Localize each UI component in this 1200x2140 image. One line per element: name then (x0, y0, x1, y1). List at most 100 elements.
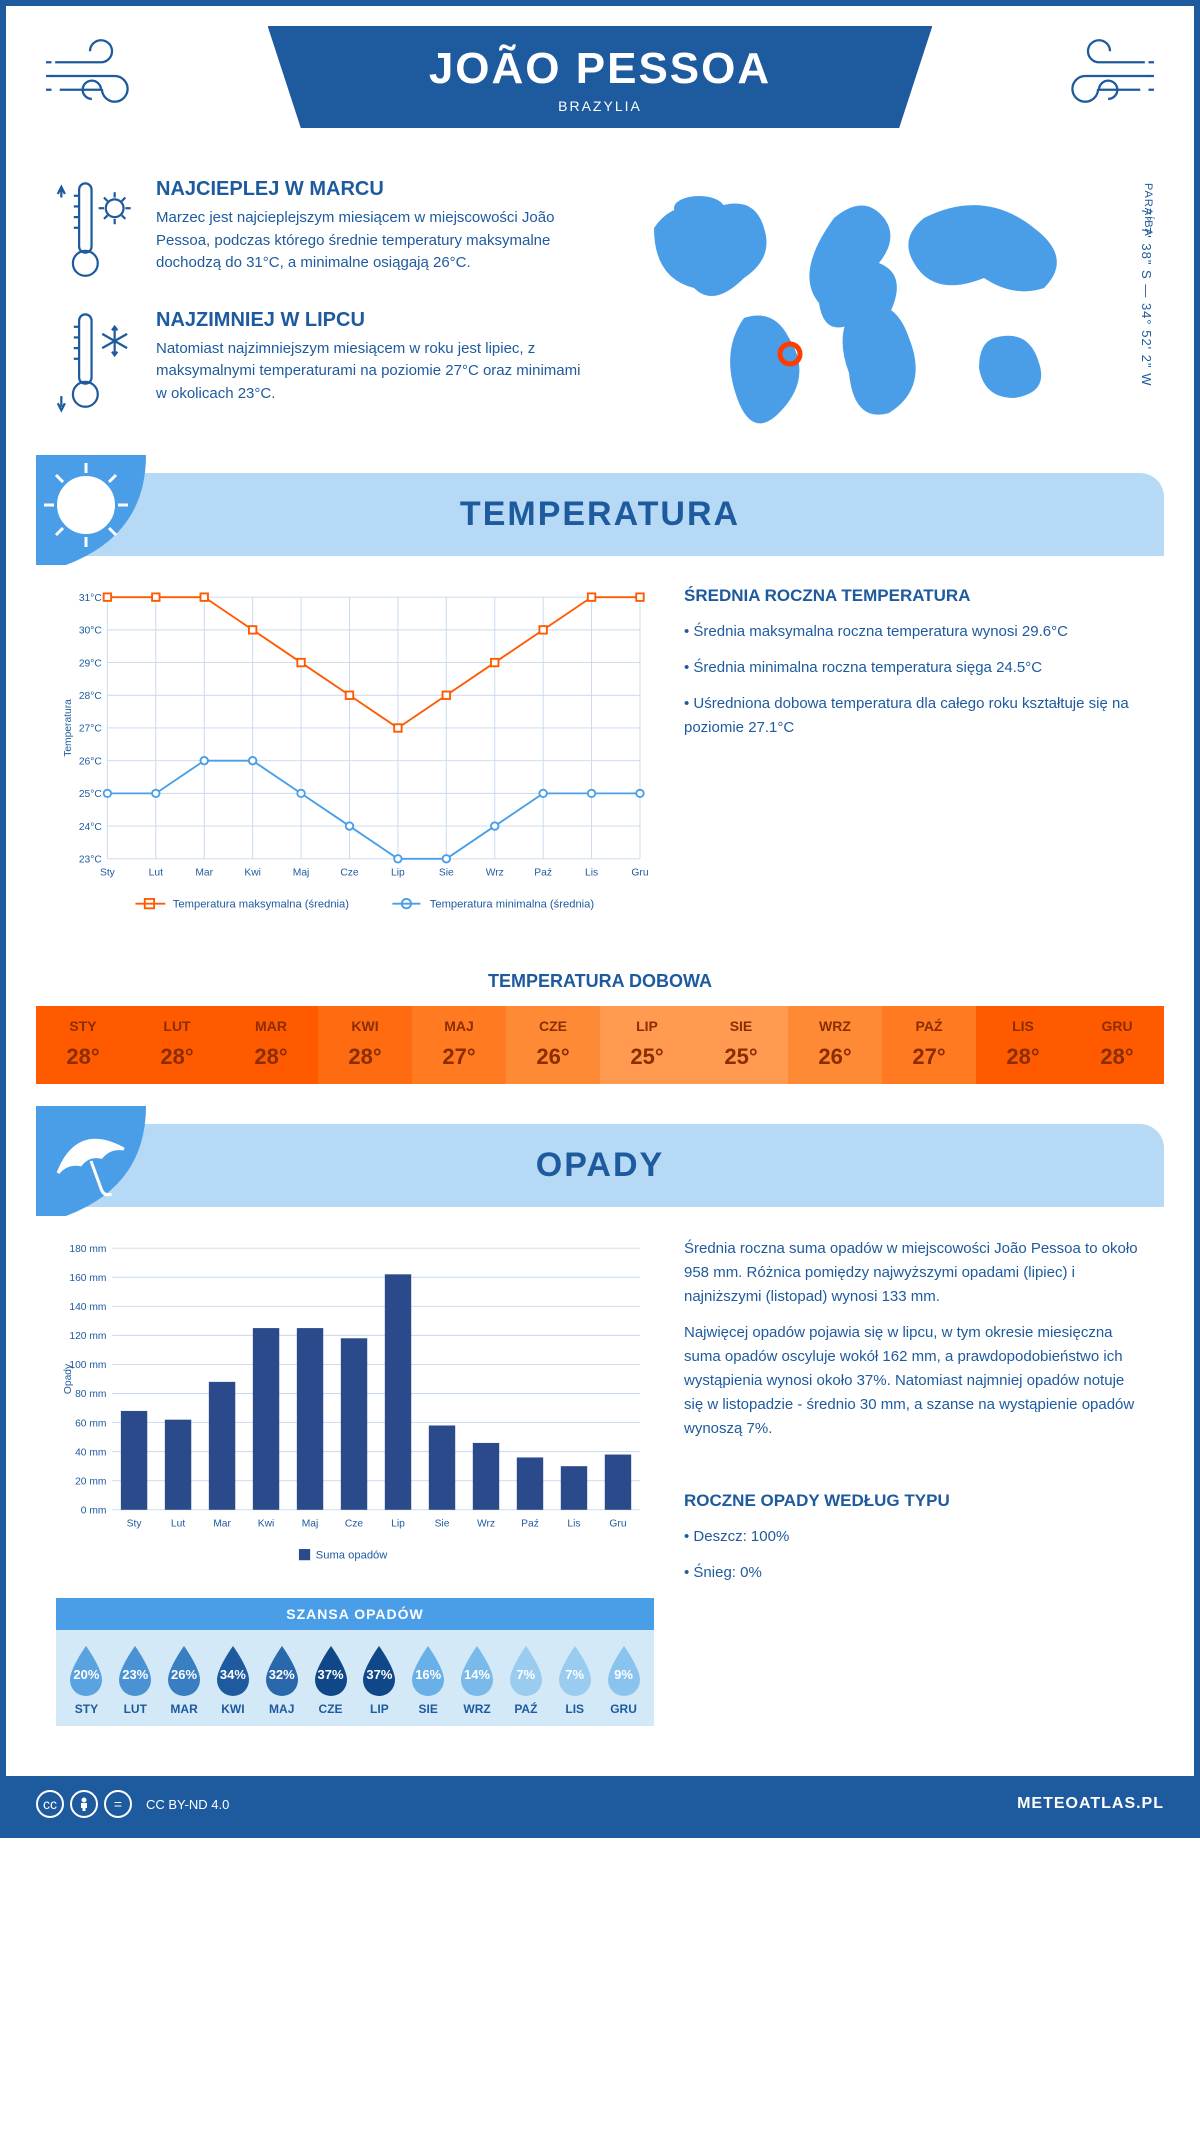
svg-text:Sie: Sie (435, 1519, 450, 1530)
hottest-text: NAJCIEPLEJ W MARCU Marzec jest najcieple… (156, 178, 584, 285)
precip-info-p2: Najwięcej opadów pojawia się w lipcu, w … (684, 1321, 1144, 1441)
svg-text:100 mm: 100 mm (69, 1360, 106, 1371)
svg-text:Gru: Gru (631, 868, 648, 879)
hottest-title: NAJCIEPLEJ W MARCU (156, 178, 584, 201)
rain-chance-cell: 9%GRU (599, 1644, 648, 1716)
precip-info-p1: Średnia roczna suma opadów w miejscowośc… (684, 1237, 1144, 1309)
svg-text:Sty: Sty (127, 1519, 143, 1530)
coldest-text: NAJZIMNIEJ W LIPCU Natomiast najzimniejs… (156, 309, 584, 416)
daily-temp-cell: CZE26° (506, 1006, 600, 1084)
svg-text:0 mm: 0 mm (81, 1506, 107, 1517)
precip-types-p1: • Deszcz: 100% (684, 1525, 1144, 1549)
map-column: PARAÍBA 7° 7' 38" S — 34° 52' 2" W (624, 178, 1144, 443)
svg-text:Lut: Lut (149, 868, 163, 879)
temp-info-p1: • Średnia maksymalna roczna temperatura … (684, 620, 1144, 644)
svg-text:Paź: Paź (521, 1519, 539, 1530)
coldest-body: Natomiast najzimniejszym miesiącem w rok… (156, 338, 584, 406)
svg-text:27°C: 27°C (79, 724, 103, 735)
rain-chance-cell: 7%LIS (550, 1644, 599, 1716)
rain-chance-cell: 7%PAŹ (501, 1644, 550, 1716)
svg-text:23°C: 23°C (79, 855, 103, 866)
svg-text:24°C: 24°C (79, 822, 103, 833)
svg-text:26°C: 26°C (79, 756, 103, 767)
rain-chance-title: SZANSA OPADÓW (56, 1598, 654, 1630)
intro-text-column: NAJCIEPLEJ W MARCU Marzec jest najcieple… (56, 178, 584, 443)
precipitation-body: 0 mm 20 mm 40 mm 60 mm 80 mm 100 mm 120 mm 140 … (36, 1207, 1164, 1756)
license-text: CC BY-ND 4.0 (146, 1797, 229, 1812)
daily-temp-cell: MAR28° (224, 1006, 318, 1084)
daily-temp-cell: GRU28° (1070, 1006, 1164, 1084)
coordinates: 7° 7' 38" S — 34° 52' 2" W (1139, 208, 1154, 387)
daily-temp-cell: KWI28° (318, 1006, 412, 1084)
brand-text: METEOATLAS.PL (1017, 1795, 1164, 1813)
svg-text:25°C: 25°C (79, 789, 103, 800)
svg-text:Suma opadów: Suma opadów (316, 1549, 389, 1561)
svg-text:Lip: Lip (391, 868, 405, 879)
svg-text:Opady: Opady (63, 1363, 74, 1394)
world-map-icon (624, 178, 1094, 438)
nd-icon: = (104, 1790, 132, 1818)
wind-icon-left (46, 36, 156, 116)
daily-temp-cell: LIS28° (976, 1006, 1070, 1084)
hottest-body: Marzec jest najcieplejszym miesiącem w m… (156, 207, 584, 275)
rain-chance-cell: 23%LUT (111, 1644, 160, 1716)
thermometer-hot-icon (56, 178, 136, 285)
page-container: JOÃO PESSOA BRAZYLIA NAJCIEPLEJ W MARCU … (0, 0, 1200, 1838)
page-header: JOÃO PESSOA BRAZYLIA (6, 6, 1194, 158)
coldest-block: NAJZIMNIEJ W LIPCU Natomiast najzimniejs… (56, 309, 584, 416)
svg-text:Wrz: Wrz (486, 868, 504, 879)
svg-text:140 mm: 140 mm (69, 1302, 106, 1313)
svg-text:Temperatura minimalna (średnia: Temperatura minimalna (średnia) (430, 898, 595, 910)
rain-chance-cell: 26%MAR (160, 1644, 209, 1716)
svg-text:20 mm: 20 mm (75, 1476, 106, 1487)
temperature-body: 23°C24°C25°C26°C27°C28°C29°C30°C31°CStyL… (36, 556, 1164, 961)
svg-text:120 mm: 120 mm (69, 1331, 106, 1342)
svg-text:Mar: Mar (195, 868, 213, 879)
svg-text:180 mm: 180 mm (69, 1244, 106, 1255)
sun-section-icon (36, 455, 146, 565)
svg-text:29°C: 29°C (79, 658, 103, 669)
rain-chance-cell: 14%WRZ (453, 1644, 502, 1716)
city-name: JOÃO PESSOA (308, 44, 893, 94)
svg-text:Lut: Lut (171, 1519, 185, 1530)
daily-temp-cell: PAŹ27° (882, 1006, 976, 1084)
precip-types-p2: • Śnieg: 0% (684, 1561, 1144, 1585)
rain-chance-cell: 34%KWI (208, 1644, 257, 1716)
rain-chance-row: 20%STY23%LUT26%MAR34%KWI32%MAJ37%CZE37%L… (56, 1630, 654, 1726)
thermometer-cold-icon (56, 309, 136, 416)
precipitation-title: OPADY (36, 1146, 1164, 1185)
svg-text:Lis: Lis (585, 868, 598, 879)
svg-text:Temperatura: Temperatura (63, 699, 74, 757)
precipitation-info-column: Średnia roczna suma opadów w miejscowośc… (684, 1237, 1144, 1726)
daily-temp-table: STY28°LUT28°MAR28°KWI28°MAJ27°CZE26°LIP2… (36, 1006, 1164, 1084)
svg-text:31°C: 31°C (79, 593, 103, 604)
svg-text:60 mm: 60 mm (75, 1418, 106, 1429)
umbrella-section-icon (36, 1106, 146, 1216)
temp-info-p2: • Średnia minimalna roczna temperatura s… (684, 656, 1144, 680)
svg-text:40 mm: 40 mm (75, 1447, 106, 1458)
svg-text:Cze: Cze (345, 1519, 364, 1530)
cc-icons: cc = (36, 1790, 132, 1818)
precipitation-bar-chart: 0 mm 20 mm 40 mm 60 mm 80 mm 100 mm 120 mm 140 … (56, 1237, 654, 1577)
svg-text:Cze: Cze (340, 868, 359, 879)
svg-text:Sie: Sie (439, 868, 454, 879)
wind-icon-right (1044, 36, 1154, 116)
daily-temp-cell: MAJ27° (412, 1006, 506, 1084)
country-name: BRAZYLIA (308, 98, 893, 114)
precip-types-title: ROCZNE OPADY WEDŁUG TYPU (684, 1491, 1144, 1511)
temperature-section-header: TEMPERATURA (36, 473, 1164, 556)
precipitation-section-header: OPADY (36, 1124, 1164, 1207)
svg-text:160 mm: 160 mm (69, 1273, 106, 1284)
svg-text:Lip: Lip (391, 1519, 405, 1530)
rain-chance-widget: SZANSA OPADÓW 20%STY23%LUT26%MAR34%KWI32… (56, 1598, 654, 1726)
daily-temp-cell: SIE25° (694, 1006, 788, 1084)
svg-text:Paź: Paź (534, 868, 552, 879)
rain-chance-cell: 16%SIE (404, 1644, 453, 1716)
svg-text:Kwi: Kwi (244, 868, 261, 879)
svg-text:28°C: 28°C (79, 691, 103, 702)
daily-temp-title: TEMPERATURA DOBOWA (6, 971, 1194, 992)
svg-text:80 mm: 80 mm (75, 1389, 106, 1400)
title-banner: JOÃO PESSOA BRAZYLIA (268, 26, 933, 128)
daily-temp-cell: LUT28° (130, 1006, 224, 1084)
svg-text:Maj: Maj (302, 1519, 319, 1530)
